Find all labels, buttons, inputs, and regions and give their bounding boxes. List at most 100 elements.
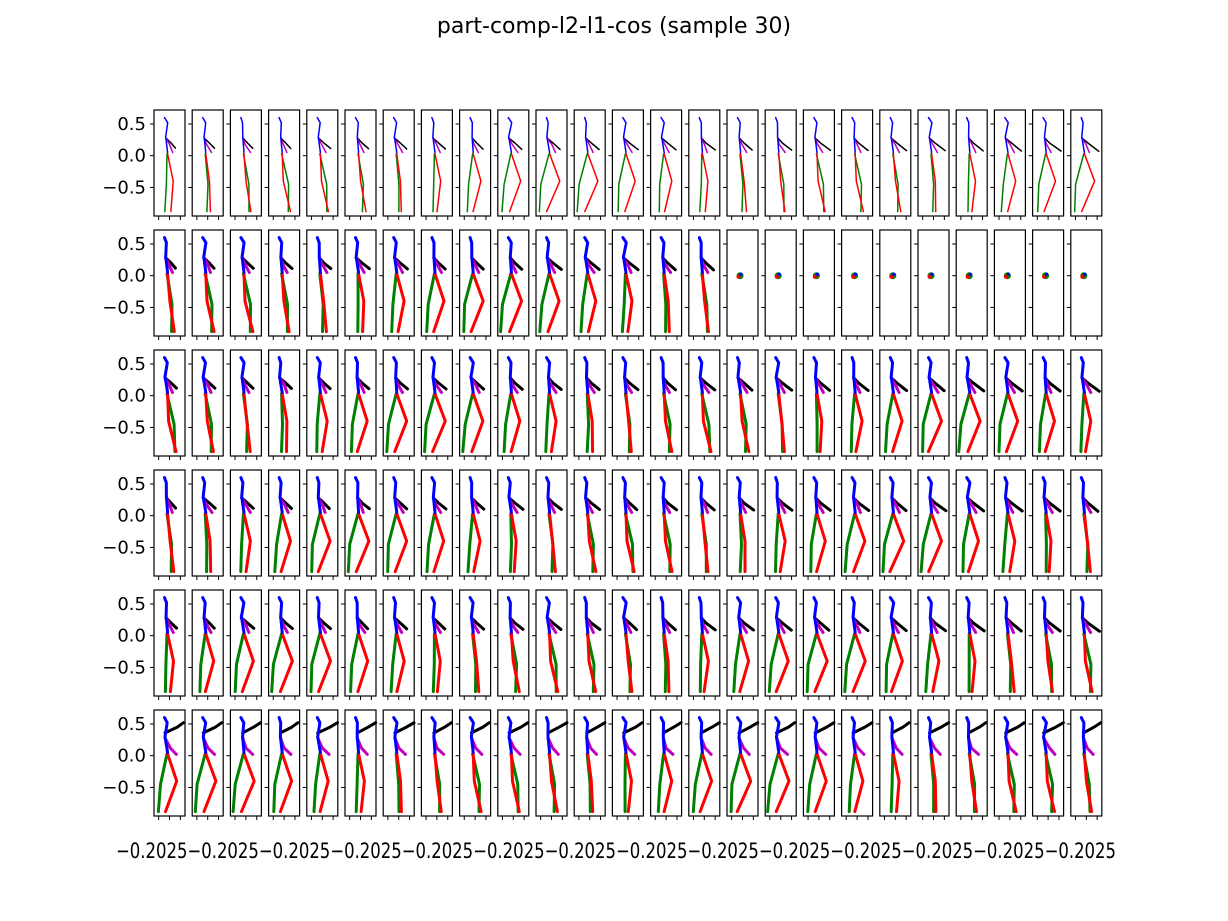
limb-spine: [850, 476, 857, 514]
limb-leg-left: [617, 153, 627, 213]
limb-spine: [1079, 356, 1086, 394]
limb-leg-left: [805, 632, 818, 694]
limb-spine: [545, 716, 552, 754]
limb-spine: [583, 236, 590, 274]
limb-leg-left: [270, 632, 284, 694]
limb-spine: [506, 476, 513, 514]
limb-leg-right: [926, 392, 943, 454]
limb-leg-right: [813, 632, 829, 694]
limb-spine: [583, 716, 590, 754]
limb-leg-left: [585, 392, 591, 454]
limb-leg-right: [777, 512, 787, 574]
limb-leg-right: [202, 752, 218, 814]
limb-arm-left: [1081, 137, 1100, 153]
limb-leg-left: [390, 272, 398, 334]
limb-spine: [469, 116, 474, 154]
limb-leg-right: [355, 392, 369, 454]
limb-spine: [239, 716, 246, 754]
collapsed-skeleton: [965, 274, 970, 279]
limb-leg-left: [1036, 153, 1047, 213]
limb-arm-left: [469, 721, 491, 735]
limb-leg-right: [891, 752, 901, 814]
limb-leg-right: [278, 752, 294, 814]
limb-spine: [468, 596, 475, 634]
limb-leg-right: [166, 272, 176, 334]
limb-leg-right: [471, 752, 483, 814]
limb-leg-right: [1044, 752, 1056, 814]
limb-leg-left: [809, 512, 818, 574]
limb-leg-right: [546, 272, 561, 334]
limb-leg-right: [586, 272, 598, 334]
limb-leg-right: [891, 392, 904, 454]
limb-spine: [774, 716, 781, 754]
y-tick-label: 0.0: [117, 386, 146, 407]
limb-leg-left: [272, 752, 284, 814]
limb-spine: [201, 236, 208, 274]
limb-leg-right: [508, 272, 524, 334]
limb-leg-right: [586, 392, 595, 454]
limb-arm-left: [278, 721, 300, 735]
limb-leg-left: [164, 153, 168, 213]
limb-spine: [1003, 596, 1010, 634]
limb-leg-left: [231, 752, 245, 814]
limb-leg-right: [584, 153, 599, 213]
limb-arm-right: [164, 137, 174, 154]
limb-spine: [812, 596, 819, 634]
panel-frame: [649, 589, 683, 697]
limb-spine: [1003, 356, 1010, 394]
limb-spine: [621, 596, 628, 634]
y-tick-label: 0.5: [117, 714, 146, 735]
limb-leg-left: [691, 752, 704, 814]
limb-spine: [1079, 476, 1086, 514]
panel-frame: [611, 709, 645, 817]
limb-spine: [430, 716, 437, 754]
limb-arm-left: [1004, 721, 1026, 735]
limb-leg-right: [888, 512, 906, 574]
limb-leg-right: [663, 153, 673, 213]
limb-arm-left: [356, 137, 370, 150]
limb-leg-left: [423, 392, 436, 454]
limb-spine: [354, 716, 361, 754]
panel-frame: [1070, 109, 1103, 217]
limb-spine: [201, 356, 208, 394]
limb-spine: [583, 116, 589, 154]
limb-spine: [392, 116, 398, 154]
limb-leg-right: [509, 512, 518, 574]
limb-arm-left: [316, 721, 339, 735]
limb-leg-right: [357, 153, 367, 213]
limb-spine: [354, 596, 361, 634]
limb-leg-left: [620, 272, 627, 334]
panel-frame: [1031, 229, 1065, 337]
limb-leg-right: [166, 392, 178, 454]
limb-arm-left: [890, 721, 911, 735]
limb-spine: [1041, 716, 1048, 754]
collapsed-skeleton: [927, 274, 932, 279]
limb-leg-right: [205, 153, 212, 213]
limb-spine: [659, 596, 666, 634]
panel-frame: [879, 229, 912, 337]
limb-leg-right: [1082, 392, 1093, 454]
limb-leg-right: [548, 512, 557, 574]
limb-spine: [965, 716, 972, 754]
limb-spine: [812, 476, 819, 514]
panel-frame: [840, 229, 874, 337]
limb-leg-right: [316, 512, 332, 574]
limb-spine: [1003, 716, 1010, 754]
collapsed-skeleton: [815, 272, 820, 276]
limb-leg-left: [576, 153, 588, 213]
limb-leg-right: [166, 153, 174, 213]
limb-spine: [277, 716, 284, 754]
limb-spine: [506, 236, 513, 274]
limb-spine: [239, 596, 246, 634]
panel-frame: [917, 229, 950, 337]
limb-leg-left: [919, 512, 933, 574]
limb-leg-right: [508, 153, 522, 213]
panel-frame: [611, 109, 645, 217]
limb-leg-right: [1006, 632, 1016, 694]
limb-arm-left: [737, 721, 760, 735]
limb-spine: [201, 596, 208, 634]
limb-leg-right: [624, 512, 636, 574]
limb-spine: [201, 476, 208, 514]
limb-leg-right: [701, 153, 709, 213]
limb-spine: [545, 596, 552, 634]
